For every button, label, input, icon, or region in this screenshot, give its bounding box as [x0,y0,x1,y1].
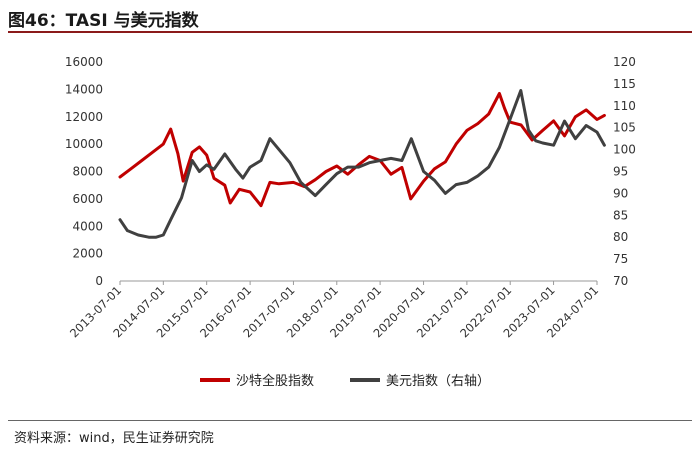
left-tick-label: 4000 [72,219,103,233]
legend-item-dxy-label: 美元指数（右轴） [386,374,490,389]
series-layer [118,89,606,239]
right-tick-label: 75 [613,252,628,266]
legend: 沙特全股指数 美元指数（右轴） [200,373,490,389]
source-note: 资料来源：wind，民生证券研究院 [14,431,214,446]
right-tick-label: 95 [613,165,628,179]
left-tick-label: 14000 [65,82,103,96]
left-tick-label: 12000 [65,110,103,124]
right-tick-label: 70 [613,274,628,288]
right-tick-label: 120 [613,55,636,69]
right-tick-label: 100 [613,143,636,157]
page-title: 图46：TASI 与美元指数 [8,11,199,31]
series-line-tasi [118,92,606,208]
left-tick-label: 6000 [72,192,103,206]
legend-item-tasi-label: 沙特全股指数 [236,373,314,389]
right-tick-label: 85 [613,208,628,222]
right-tick-label: 105 [613,121,636,135]
axes: 2013-07-012014-07-012015-07-012016-07-01… [65,55,636,340]
left-tick-label: 8000 [72,165,103,179]
left-tick-label: 0 [95,274,103,288]
right-tick-label: 80 [613,230,628,244]
right-tick-label: 90 [613,186,628,200]
left-tick-label: 2000 [72,247,103,261]
right-tick-label: 110 [613,99,636,113]
title-rule [8,31,692,33]
series-line-dxy [118,89,606,239]
right-tick-label: 115 [613,77,636,91]
footer-rule [8,420,692,421]
left-tick-label: 16000 [65,55,103,69]
left-tick-label: 10000 [65,137,103,151]
chart: 2013-07-012014-07-012015-07-012016-07-01… [65,55,636,389]
